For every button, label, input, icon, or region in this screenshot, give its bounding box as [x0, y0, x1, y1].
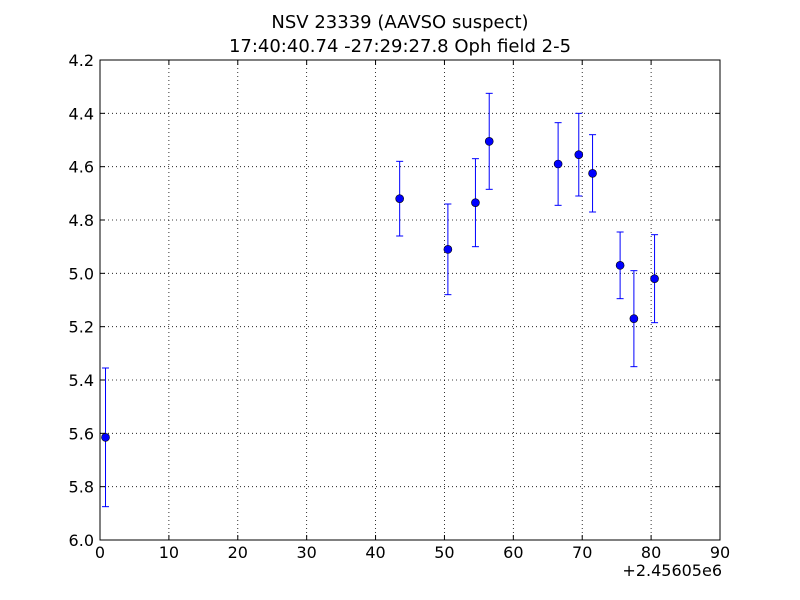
x-tick-label: 60	[503, 543, 523, 562]
data-point	[443, 245, 453, 254]
y-tick-label: 6.0	[69, 531, 94, 550]
data-point	[484, 137, 494, 146]
grid-layer	[100, 60, 720, 540]
y-tick-label: 5.2	[69, 318, 94, 337]
chart-subtitle: 17:40:40.74 -27:29:27.8 Oph field 2-5	[228, 36, 572, 57]
x-tick-label: 30	[296, 543, 316, 562]
data-point	[471, 198, 480, 207]
x-tick-label: 40	[365, 543, 385, 562]
data-point	[395, 194, 404, 203]
y-tick-label: 5.4	[69, 371, 94, 390]
data-point	[650, 274, 659, 283]
y-tick-label: 5.6	[69, 424, 94, 443]
y-tick-label: 4.2	[69, 51, 94, 70]
marker-layer	[101, 137, 659, 442]
x-tick-label: 70	[572, 543, 592, 562]
data-point	[553, 159, 563, 169]
x-tick-label: 80	[641, 543, 661, 562]
data-point	[629, 314, 639, 323]
x-tick-label: 90	[710, 543, 730, 562]
data-point	[615, 261, 625, 270]
y-tick-label: 4.8	[69, 211, 94, 230]
x-tick-label: 10	[159, 543, 179, 562]
x-tick-label: 20	[228, 543, 248, 562]
x-tick-label: 0	[95, 543, 105, 562]
y-tick-label: 5.0	[69, 264, 94, 283]
x-tick-label: 50	[434, 543, 454, 562]
y-tick-label: 5.8	[69, 478, 94, 497]
tick-layer	[99, 59, 721, 541]
data-point	[588, 169, 597, 178]
y-tick-label: 4.6	[69, 158, 94, 177]
chart-title: NSV 23339 (AAVSO suspect)	[271, 12, 529, 33]
label-layer: 0 10 20 30 40 50 60 70 80 90 4.2 4.4 4.6 4.8 5.0 5.2 5.4…	[69, 51, 731, 562]
plot-frame	[99, 59, 721, 541]
data-point	[574, 150, 584, 159]
data-point	[101, 433, 110, 442]
x-axis-offset-label: +2.45605e6	[622, 561, 722, 580]
y-tick-label: 4.4	[69, 104, 94, 123]
